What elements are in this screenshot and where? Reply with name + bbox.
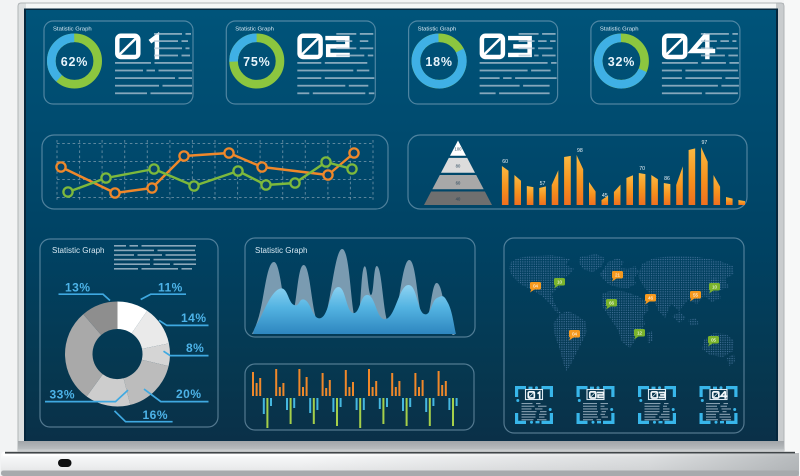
svg-text:05: 05 xyxy=(711,338,717,343)
svg-text:32%: 32% xyxy=(608,55,635,69)
svg-text:13%: 13% xyxy=(65,281,91,295)
svg-text:21: 21 xyxy=(615,273,621,278)
svg-text:Statistic Graph: Statistic Graph xyxy=(255,246,307,255)
svg-text:60: 60 xyxy=(502,159,508,165)
svg-text:97: 97 xyxy=(702,140,708,146)
svg-text:11%: 11% xyxy=(158,281,183,295)
svg-text:66: 66 xyxy=(609,301,615,306)
svg-text:Statistic Graph: Statistic Graph xyxy=(418,27,457,33)
svg-text:12: 12 xyxy=(637,331,643,336)
svg-text:100: 100 xyxy=(455,147,463,152)
svg-text:70: 70 xyxy=(639,166,645,172)
svg-text:Statistic Graph: Statistic Graph xyxy=(52,246,104,255)
svg-text:40: 40 xyxy=(456,197,461,202)
svg-text:Statistic Graph: Statistic Graph xyxy=(235,27,274,33)
svg-text:10: 10 xyxy=(557,280,563,285)
svg-text:98: 98 xyxy=(577,148,583,154)
svg-text:33%: 33% xyxy=(50,388,76,402)
svg-text:04: 04 xyxy=(572,332,578,337)
svg-text:10: 10 xyxy=(712,285,718,290)
svg-text:16%: 16% xyxy=(143,408,169,422)
svg-text:Statistic Graph: Statistic Graph xyxy=(600,27,639,33)
svg-text:Statistic Graph: Statistic Graph xyxy=(53,27,92,33)
svg-text:8%: 8% xyxy=(186,341,204,355)
svg-text:14%: 14% xyxy=(181,311,207,325)
svg-text:46: 46 xyxy=(648,296,654,301)
svg-text:60: 60 xyxy=(456,181,461,186)
svg-text:80: 80 xyxy=(456,164,461,169)
svg-text:57: 57 xyxy=(540,181,546,187)
svg-text:18%: 18% xyxy=(425,55,452,69)
svg-text:62%: 62% xyxy=(61,55,88,69)
svg-text:04: 04 xyxy=(533,284,539,289)
svg-text:45: 45 xyxy=(602,193,608,199)
svg-text:75%: 75% xyxy=(243,55,270,69)
svg-text:20%: 20% xyxy=(176,387,202,401)
svg-text:55: 55 xyxy=(693,293,699,298)
svg-text:86: 86 xyxy=(664,176,670,182)
